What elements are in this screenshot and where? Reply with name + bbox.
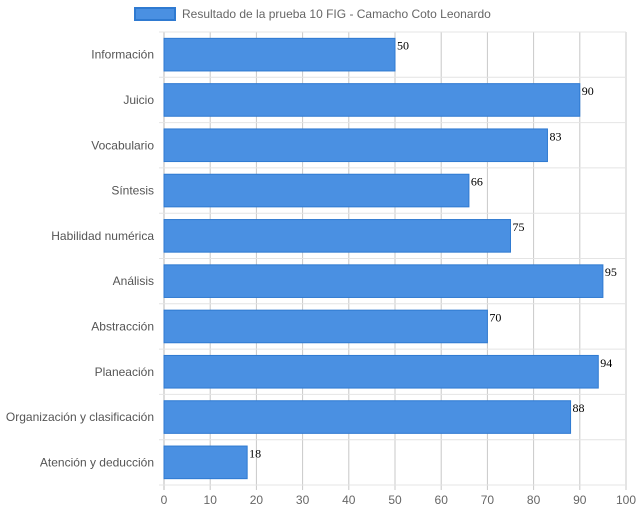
- x-tick-label: 50: [388, 493, 402, 507]
- category-label: Organización y clasificación: [6, 410, 154, 424]
- bar: [163, 445, 248, 480]
- bar: [163, 309, 488, 344]
- bar: [163, 400, 572, 434]
- data-label: 90: [582, 84, 594, 98]
- bar: [163, 128, 548, 163]
- data-label: 50: [397, 39, 409, 53]
- data-labels: 50 90 83 66 75 95 70 94 88 18: [249, 39, 617, 461]
- bar: [163, 354, 599, 389]
- x-tick-label: 60: [435, 493, 449, 507]
- category-label: Atención y deducción: [40, 455, 154, 469]
- x-tick-label: 80: [527, 493, 541, 507]
- data-label: 70: [489, 310, 501, 324]
- bar: [163, 264, 604, 298]
- data-label: 94: [600, 356, 612, 370]
- category-label: Abstracción: [91, 319, 154, 333]
- data-label: 83: [549, 129, 561, 143]
- legend[interactable]: Resultado de la prueba 10 FIG - Camacho …: [134, 7, 491, 21]
- bar: [163, 37, 396, 72]
- category-label: Información: [91, 48, 154, 62]
- x-tick-label: 40: [342, 493, 356, 507]
- legend-swatch: [134, 7, 176, 21]
- x-tick-label: 20: [250, 493, 264, 507]
- category-label: Síntesis: [111, 184, 154, 198]
- x-tick-label: 90: [573, 493, 587, 507]
- category-label: Habilidad numérica: [51, 229, 154, 243]
- x-tick-label: 0: [161, 493, 168, 507]
- bars: [163, 37, 604, 480]
- data-label: 88: [573, 401, 585, 415]
- category-label: Planeación: [95, 365, 154, 379]
- data-label: 18: [249, 446, 261, 460]
- legend-label: Resultado de la prueba 10 FIG - Camacho …: [182, 7, 491, 21]
- data-label: 75: [513, 220, 525, 234]
- x-tick-label: 30: [296, 493, 310, 507]
- x-tick-label: 100: [616, 493, 636, 507]
- data-label: 95: [605, 265, 617, 279]
- category-labels: Información Juicio Vocabulario Síntesis Habi…: [6, 48, 154, 470]
- x-axis-ticks: 0 10 20 30 40 50 60 70 80 90 100: [161, 493, 637, 507]
- bar: [163, 83, 581, 117]
- x-tick-label: 10: [204, 493, 218, 507]
- data-label: 66: [471, 175, 483, 189]
- category-label: Vocabulario: [91, 138, 154, 152]
- category-label: Juicio: [123, 93, 154, 107]
- bar: [163, 173, 470, 208]
- category-label: Análisis: [113, 274, 154, 288]
- bar: [163, 219, 511, 253]
- x-tick-label: 70: [481, 493, 495, 507]
